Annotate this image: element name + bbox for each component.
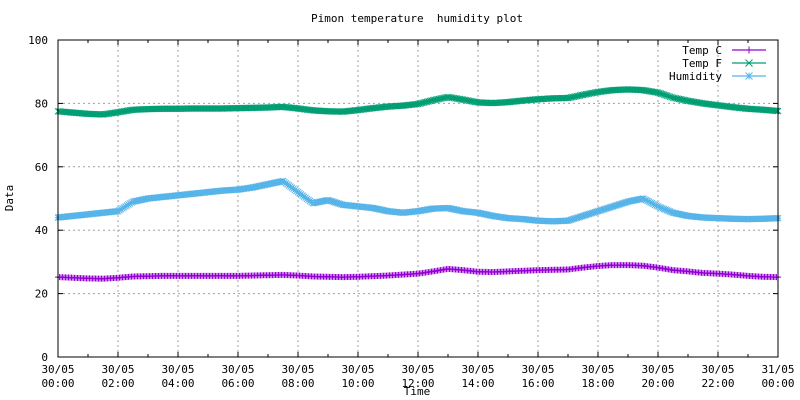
x-tick-label-date: 31/05: [761, 363, 794, 376]
chart-title: Pimon temperature humidity plot: [311, 12, 523, 25]
x-tick-label-time: 22:00: [701, 377, 734, 390]
x-tick-label-date: 30/05: [161, 363, 194, 376]
x-tick-label-date: 30/05: [641, 363, 674, 376]
x-tick-label-time: 10:00: [341, 377, 374, 390]
x-tick-label-time: 18:00: [581, 377, 614, 390]
x-tick-label-date: 30/05: [281, 363, 314, 376]
x-axis-label: Time: [404, 385, 431, 398]
x-tick-label-date: 30/05: [581, 363, 614, 376]
legend-label: Temp F: [682, 57, 722, 70]
x-tick-label-time: 06:00: [221, 377, 254, 390]
y-axis-label: Data: [3, 185, 16, 212]
x-tick-label-time: 00:00: [761, 377, 794, 390]
series-layer: [54, 86, 782, 282]
legend-marker: [745, 46, 753, 54]
x-tick-label-date: 30/05: [701, 363, 734, 376]
y-tick-label: 100: [28, 34, 48, 47]
x-tick-label-time: 14:00: [461, 377, 494, 390]
x-tick-label-time: 16:00: [521, 377, 554, 390]
legend-label: Humidity: [669, 70, 722, 83]
series-temp-f: [54, 86, 782, 118]
y-tick-label: 20: [35, 288, 48, 301]
legend-label: Temp C: [682, 44, 722, 57]
x-tick-label-date: 30/05: [401, 363, 434, 376]
y-tick-label: 60: [35, 161, 48, 174]
x-tick-label-time: 02:00: [101, 377, 134, 390]
x-tick-label-date: 30/05: [41, 363, 74, 376]
x-tick-label-date: 30/05: [221, 363, 254, 376]
x-tick-label-date: 30/05: [101, 363, 134, 376]
x-tick-label-date: 30/05: [521, 363, 554, 376]
x-tick-label-time: 04:00: [161, 377, 194, 390]
series-temp-c: [55, 262, 781, 282]
legend-marker: [745, 72, 753, 80]
x-tick-label-time: 00:00: [41, 377, 74, 390]
y-tick-label: 80: [35, 97, 48, 110]
x-tick-label-date: 30/05: [461, 363, 494, 376]
x-tick-label-time: 12:00: [401, 377, 434, 390]
data-point: [771, 107, 779, 115]
series-humidity: [54, 177, 782, 225]
x-tick-label-date: 30/05: [341, 363, 374, 376]
x-tick-label-time: 08:00: [281, 377, 314, 390]
y-tick-label: 40: [35, 224, 48, 237]
x-tick-label-time: 20:00: [641, 377, 674, 390]
